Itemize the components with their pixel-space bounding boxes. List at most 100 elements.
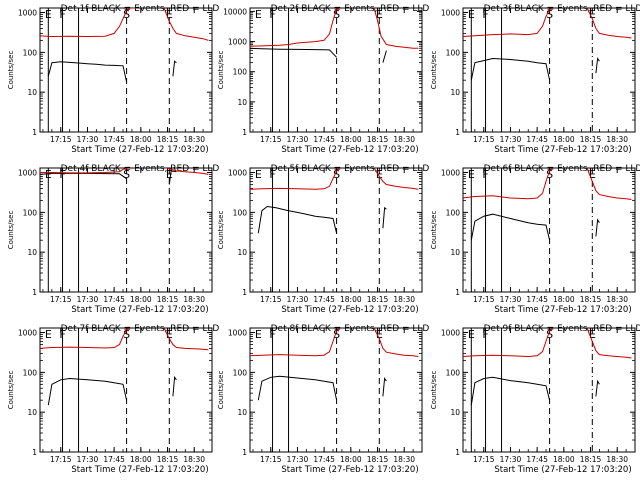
x-tick-label: 18:30 — [606, 295, 628, 304]
detector-panel: Det 7f BLACK = Events, RED = LLD 1 10 100 10… — [7, 324, 219, 475]
y-tick-label: 1000 — [228, 329, 247, 338]
event-marker: E — [166, 328, 173, 341]
plot-frame — [249, 167, 423, 293]
event-marker: F — [269, 328, 275, 341]
x-axis-label: Start Time (27-Feb-12 17:03:20) — [71, 305, 208, 315]
event-marker: E — [589, 168, 596, 181]
event-marker: E — [255, 8, 262, 21]
x-tick-label: 17:30 — [287, 295, 309, 304]
panel-title: Det 8f BLACK = Events, RED = LLD — [271, 324, 430, 334]
x-tick-label: 18:15 — [367, 295, 389, 304]
event-marker: S — [546, 8, 553, 21]
events-series-line — [257, 375, 338, 401]
x-tick-label: 17:15 — [473, 455, 495, 464]
panel-title: Det 7f BLACK = Events, RED = LLD — [61, 324, 220, 334]
event-marker: F — [59, 8, 65, 21]
events-series-line — [47, 61, 128, 83]
events-series-line — [250, 47, 337, 58]
x-tick-label: 18:00 — [553, 295, 575, 304]
x-axis-label: Start Time (27-Feb-12 17:03:20) — [71, 145, 208, 155]
lld-series-line — [163, 328, 209, 351]
x-tick-label: 17:45 — [526, 295, 548, 304]
panel-title: Det 9f BLACK = Events, RED = LLD — [484, 324, 640, 334]
lld-series-line — [250, 168, 341, 190]
x-tick-label: 17:15 — [50, 455, 72, 464]
lld-series-line — [373, 8, 419, 49]
y-axis-label: Counts/sec — [7, 371, 15, 410]
lld-series-line — [40, 328, 131, 349]
y-axis-label: Counts/sec — [217, 211, 225, 250]
y-tick-label: 100 — [446, 208, 461, 217]
events-series-line — [382, 377, 387, 397]
events-series-line — [382, 50, 387, 63]
detector-panel: Det 2f BLACK = Events, RED = LLD 1 10 100 10… — [217, 4, 429, 155]
lld-series-line — [586, 168, 632, 200]
y-tick-label: 10 — [450, 408, 460, 417]
x-tick-label: 17:30 — [500, 135, 522, 144]
x-tick-label: 18:30 — [183, 455, 205, 464]
y-tick-label: 1 — [242, 288, 247, 297]
events-series-line — [470, 376, 551, 406]
events-series-line — [470, 57, 551, 81]
x-axis-label: Start Time (27-Feb-12 17:03:20) — [494, 465, 631, 475]
y-tick-label: 1 — [242, 448, 247, 457]
y-axis-label: Counts/sec — [430, 371, 438, 410]
event-marker: F — [59, 328, 65, 341]
y-tick-label: 1 — [32, 128, 37, 137]
event-marker: E — [589, 8, 596, 21]
x-tick-label: 17:30 — [77, 295, 99, 304]
plot-frame — [39, 327, 213, 453]
x-tick-label: 17:45 — [103, 295, 125, 304]
lld-series-line — [250, 328, 341, 357]
y-tick-label: 100 — [446, 368, 461, 377]
x-tick-label: 18:30 — [393, 135, 415, 144]
y-tick-label: 1000 — [18, 169, 37, 178]
y-tick-label: 1000 — [18, 9, 37, 18]
x-tick-label: 18:30 — [606, 135, 628, 144]
plot-frame — [462, 7, 636, 133]
y-tick-label: 10 — [237, 248, 247, 257]
detector-panel: Det 3f BLACK = Events, RED = LLD 1 10 100 10… — [430, 4, 640, 155]
y-tick-label: 10 — [237, 408, 247, 417]
event-marker: S — [123, 168, 130, 181]
event-marker: E — [255, 328, 262, 341]
y-tick-label: 1000 — [18, 329, 37, 338]
x-tick-label: 18:15 — [157, 455, 179, 464]
x-tick-label: 18:00 — [553, 455, 575, 464]
y-axis-label: Counts/sec — [430, 51, 438, 90]
x-tick-label: 17:30 — [287, 135, 309, 144]
y-tick-label: 100 — [446, 48, 461, 57]
event-marker: F — [482, 8, 488, 21]
x-tick-label: 18:00 — [130, 455, 152, 464]
y-tick-label: 100 — [233, 208, 248, 217]
plot-frame — [462, 167, 636, 293]
x-tick-label: 18:30 — [183, 135, 205, 144]
x-tick-label: 17:15 — [50, 135, 72, 144]
x-tick-label: 17:45 — [103, 455, 125, 464]
lld-series-line — [463, 8, 554, 37]
x-tick-label: 17:15 — [260, 455, 282, 464]
x-tick-label: 17:15 — [473, 135, 495, 144]
x-axis-label: Start Time (27-Feb-12 17:03:20) — [494, 305, 631, 315]
event-marker: F — [59, 168, 65, 181]
x-tick-label: 17:45 — [313, 135, 335, 144]
events-series-line — [168, 170, 177, 185]
lld-series-line — [373, 328, 419, 357]
panel-title: Det 1f BLACK = Events, RED = LLD — [61, 4, 220, 14]
y-tick-label: 100 — [23, 208, 38, 217]
events-series-line — [595, 218, 600, 237]
y-tick-label: 10 — [27, 248, 37, 257]
x-tick-label: 18:00 — [130, 135, 152, 144]
y-axis-label: Counts/sec — [7, 51, 15, 90]
y-tick-label: 1 — [455, 128, 460, 137]
y-tick-label: 10 — [450, 88, 460, 97]
x-tick-label: 17:30 — [77, 135, 99, 144]
y-tick-label: 10 — [450, 248, 460, 257]
lld-series-line — [40, 168, 131, 174]
x-tick-label: 18:15 — [580, 455, 602, 464]
event-marker: E — [468, 8, 475, 21]
event-marker: S — [333, 168, 340, 181]
x-tick-label: 18:30 — [606, 455, 628, 464]
y-tick-label: 10 — [237, 98, 247, 107]
detector-panel: Det 9f BLACK = Events, RED = LLD 1 10 100 10… — [430, 324, 640, 475]
